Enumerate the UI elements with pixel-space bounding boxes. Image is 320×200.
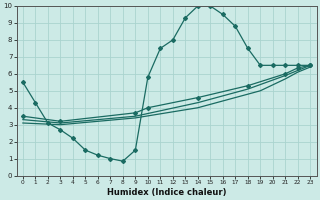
X-axis label: Humidex (Indice chaleur): Humidex (Indice chaleur) — [107, 188, 226, 197]
